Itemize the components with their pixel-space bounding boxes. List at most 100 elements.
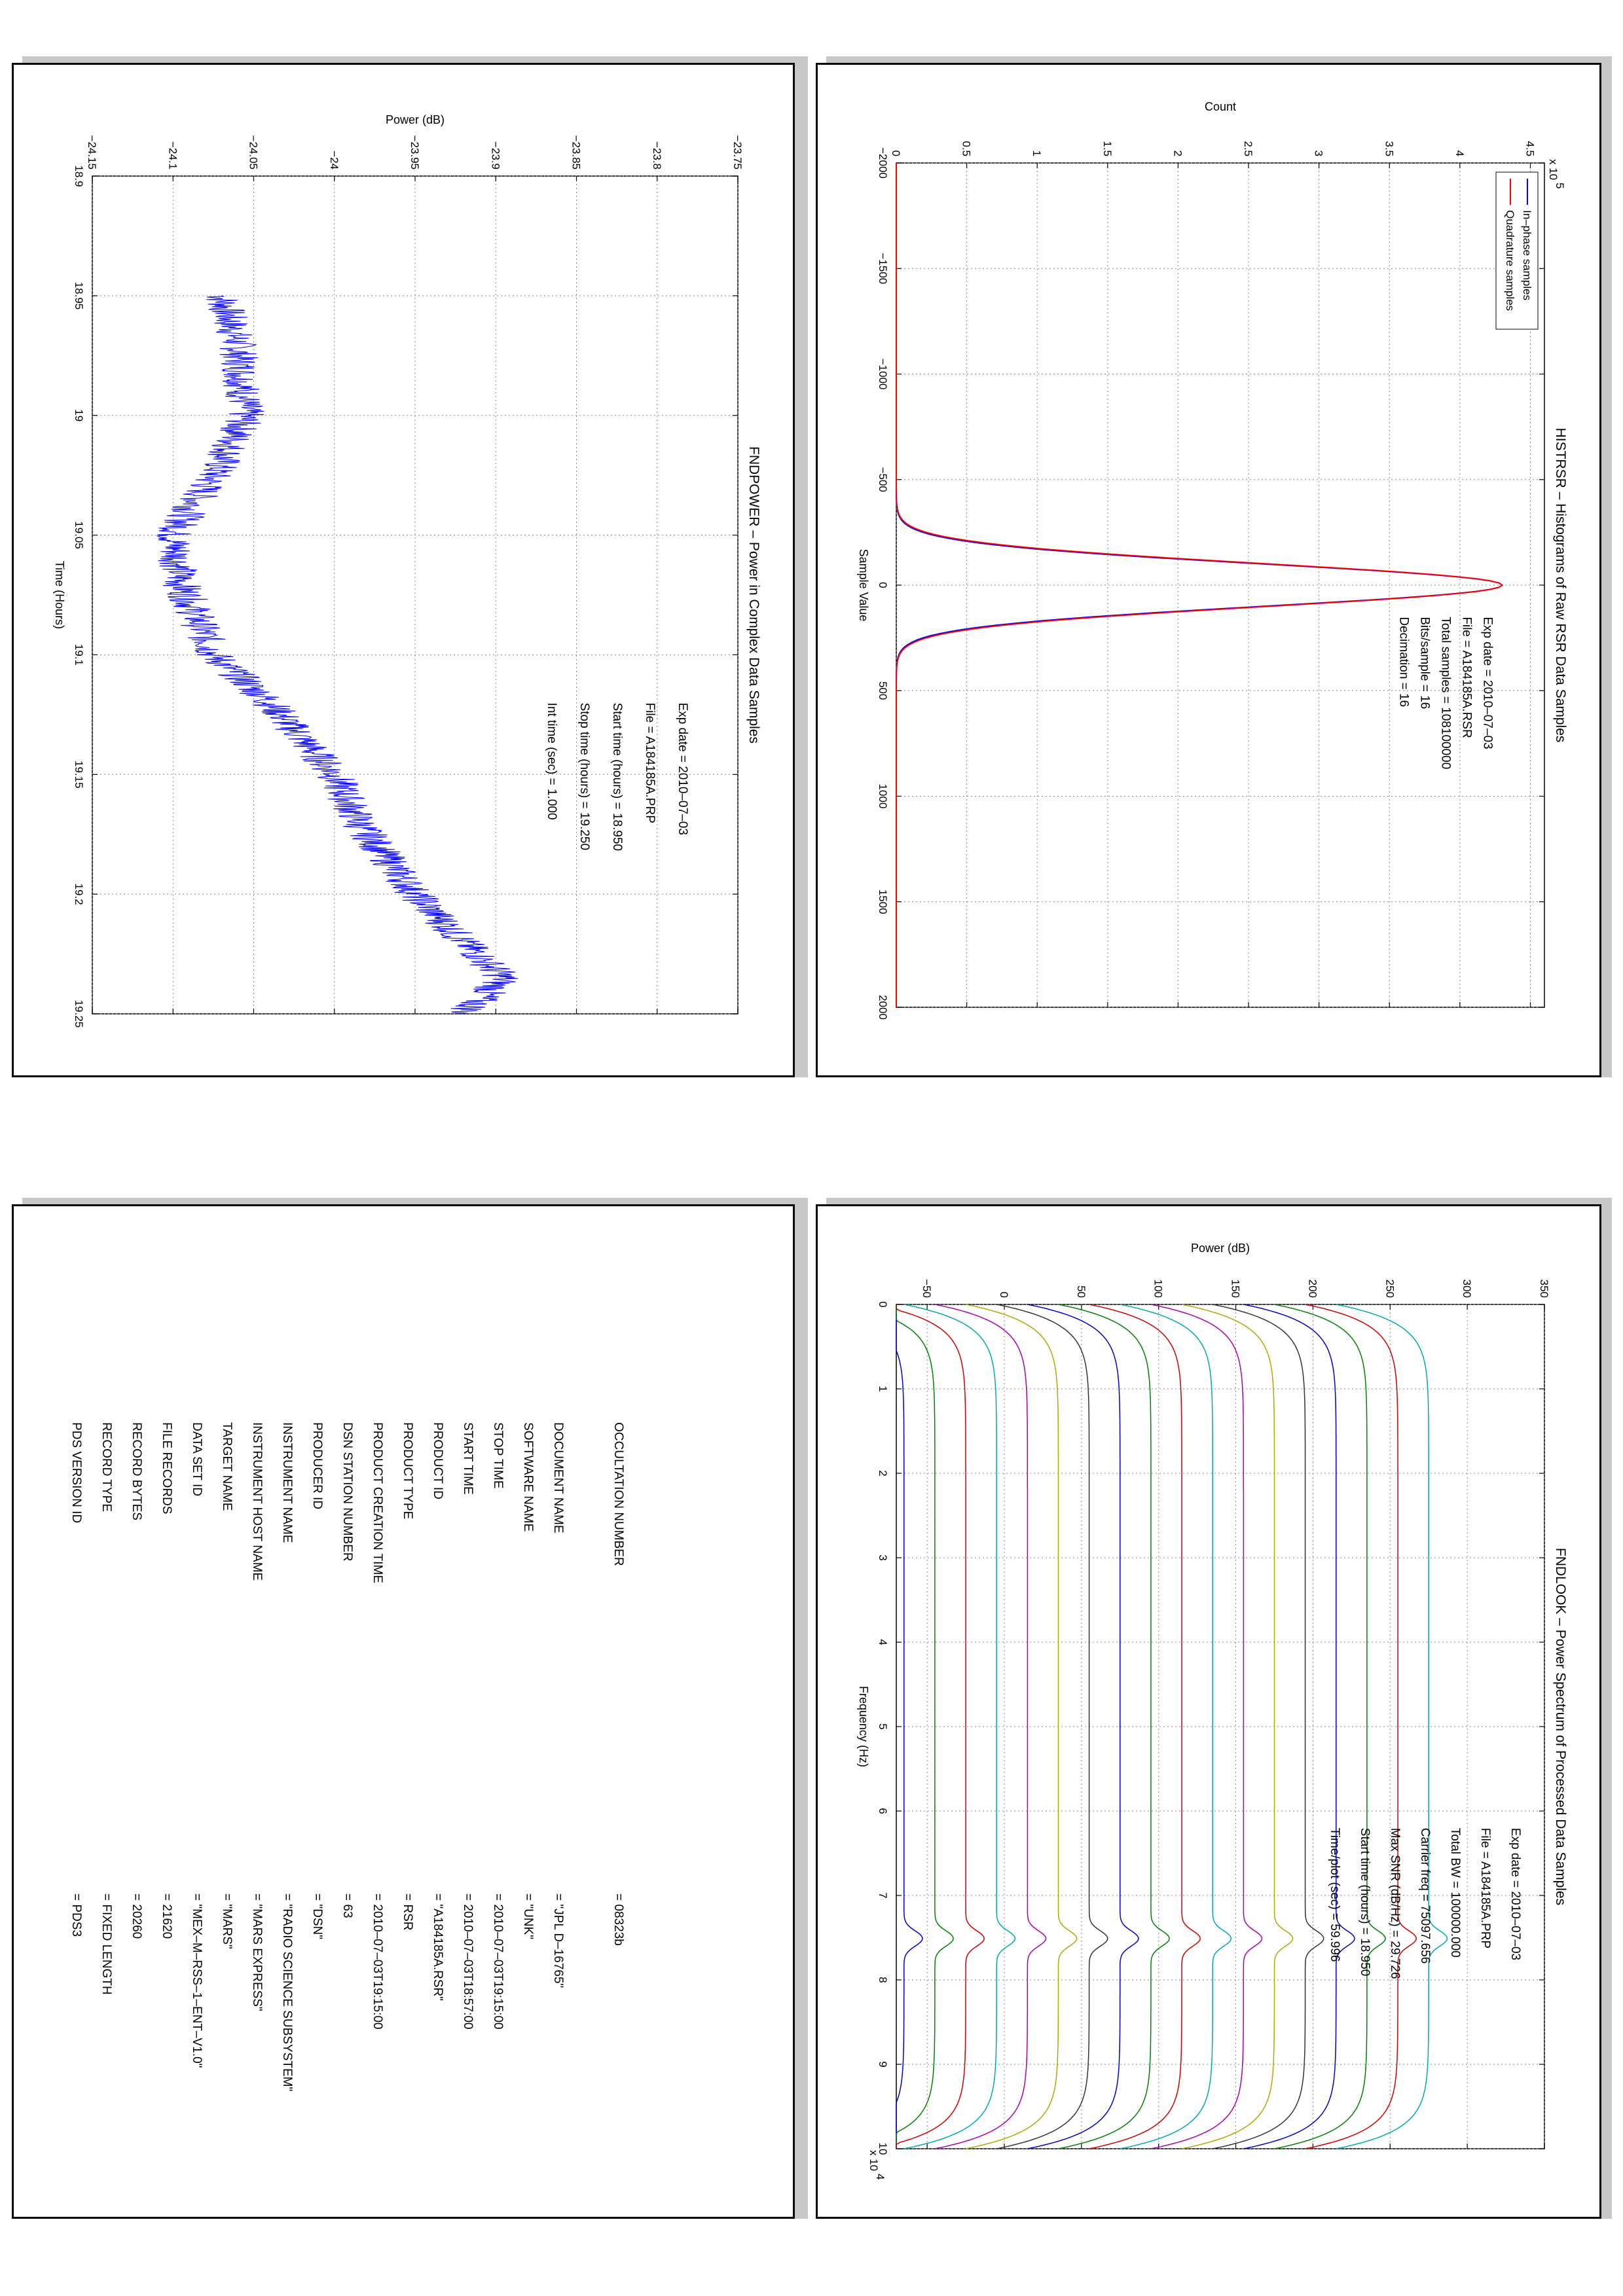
info-annotation: Time/plot (sec) = 59.996 bbox=[1328, 1828, 1341, 1962]
label-key: DSN STATION NUMBER bbox=[340, 1422, 354, 1562]
x-tick-label: −1000 bbox=[877, 359, 889, 390]
y-tick-label: 300 bbox=[1461, 1280, 1473, 1298]
label-value: = 2010–07–03T19:15:00 bbox=[491, 1893, 505, 2030]
spectrum-series-line bbox=[1058, 1304, 1170, 2149]
y-tick-label: −23.9 bbox=[489, 141, 501, 170]
info-annotation: Start time (hours) = 18.950 bbox=[1358, 1828, 1372, 1977]
y-tick-label: 3 bbox=[1313, 151, 1325, 156]
spectrum-series-line bbox=[896, 1304, 985, 2149]
x-tick-label: 8 bbox=[877, 1977, 889, 1982]
x-tick-label: 19.1 bbox=[73, 644, 85, 666]
y-axis-label: Power (dB) bbox=[1191, 1242, 1250, 1255]
label-key: PRODUCER ID bbox=[310, 1422, 324, 1509]
x-tick-label: 19.2 bbox=[73, 884, 85, 905]
y-tick-label: 2 bbox=[1171, 151, 1184, 156]
chart-rotated-group: −2000 −1500 −1000 −500 0 500 1000 1500 2000 0 0.5 1… bbox=[857, 100, 1568, 1020]
fndpower-chart: 18.9 18.95 19 19.05 19.1 19.15 19.2 19.25 −24.15… bbox=[53, 113, 761, 1028]
chart-rotated-group: 0 1 2 3 4 5 6 7 8 9 10 −50 0 50 100 150 200 250 300 350 FNDL… bbox=[857, 1242, 1568, 2179]
label-key: PRODUCT ID bbox=[431, 1422, 445, 1499]
x-tick-label: 19.15 bbox=[73, 761, 85, 789]
x-tick-label: 19 bbox=[73, 409, 85, 422]
x-tick-label: 6 bbox=[877, 1808, 889, 1814]
spectrum-series-line bbox=[896, 1304, 923, 2149]
label-value: = 20260 bbox=[130, 1893, 143, 1939]
y-tick-label: 0 bbox=[890, 151, 902, 156]
x-tick-label: 0 bbox=[877, 582, 889, 588]
label-value: = "A184185A.RSR" bbox=[431, 1893, 445, 2001]
y-tick-label: 4.5 bbox=[1523, 141, 1536, 156]
y-tick-label: −24.1 bbox=[166, 141, 179, 170]
label-key: INSTRUMENT HOST NAME bbox=[250, 1422, 264, 1581]
y-multiplier: x 10 bbox=[1547, 159, 1559, 180]
x-tick-label: 9 bbox=[877, 2061, 889, 2067]
spectrum-series-line bbox=[1027, 1304, 1139, 2149]
x-tick-label: 5 bbox=[877, 1723, 889, 1729]
x-tick-label: 2 bbox=[877, 1470, 889, 1476]
histogram-series-line bbox=[896, 163, 1504, 1007]
x-tick-label: 4 bbox=[877, 1639, 889, 1645]
label-key: SOFTWARE NAME bbox=[521, 1422, 535, 1532]
spectrum-series-line bbox=[965, 1304, 1078, 2149]
label-value: = PDS3 bbox=[69, 1893, 83, 1937]
chart-rotated-group: 18.9 18.95 19 19.05 19.1 19.15 19.2 19.25 −24.15… bbox=[53, 113, 761, 1028]
legend-entry: Quadrature samples bbox=[1504, 210, 1516, 311]
y-tick-label: 250 bbox=[1383, 1280, 1396, 1298]
label-value: = "UNK" bbox=[521, 1893, 535, 1939]
spectrum-series-line bbox=[1336, 1304, 1448, 2149]
fndlook-panel: 0 1 2 3 4 5 6 7 8 9 10 −50 0 50 100 150 200 250 300 350 FNDL… bbox=[816, 1204, 1601, 2219]
y-tick-label: 100 bbox=[1152, 1280, 1165, 1298]
y-tick-label: 0 bbox=[998, 1292, 1010, 1298]
x-axis-label: Time (Hours) bbox=[53, 561, 66, 629]
label-value: = 08323b bbox=[611, 1893, 625, 1946]
y-tick-label: −24 bbox=[328, 151, 340, 170]
chart-title: FNDPOWER – Power in Complex Data Samples bbox=[746, 446, 761, 744]
y-tick-label: 50 bbox=[1075, 1285, 1087, 1298]
info-annotation: File = A184185A.RSR bbox=[1459, 617, 1473, 738]
x-tick-label: 2000 bbox=[877, 995, 889, 1020]
label-key: RECORD BYTES bbox=[130, 1422, 143, 1520]
info-annotation: Total samples = 108100000 bbox=[1438, 617, 1452, 769]
spectrum-series-line bbox=[1089, 1304, 1201, 2149]
y-tick-label: 3.5 bbox=[1383, 141, 1395, 156]
y-tick-label: 150 bbox=[1230, 1280, 1242, 1298]
x-tick-label: 1 bbox=[877, 1386, 889, 1391]
y-tick-label: 200 bbox=[1306, 1280, 1319, 1298]
y-tick-label: −23.8 bbox=[651, 141, 663, 170]
x-multiplier-exponent: 4 bbox=[874, 2174, 886, 2179]
info-annotation: Int time (sec) = 1.000 bbox=[545, 703, 558, 820]
y-tick-label: −24.05 bbox=[247, 135, 260, 170]
spectrum-series-line bbox=[1305, 1304, 1417, 2149]
info-annotation: Exp date = 2010–07–03 bbox=[1480, 617, 1494, 749]
label-key: FILE RECORDS bbox=[160, 1422, 173, 1514]
spectrum-series-line bbox=[903, 1304, 1016, 2149]
y-tick-label: 2.5 bbox=[1242, 141, 1254, 156]
label-key: PRODUCT TYPE bbox=[401, 1422, 414, 1519]
x-tick-label: −2000 bbox=[877, 147, 889, 179]
x-tick-label: 10 bbox=[877, 2143, 889, 2155]
x-axis-label: Sample Value bbox=[857, 549, 870, 622]
legend-entry: In–phase samples bbox=[1521, 210, 1533, 300]
spectrum-series-line bbox=[1274, 1304, 1386, 2149]
x-tick-label: 18.9 bbox=[73, 165, 85, 187]
spectrum-series-line bbox=[1120, 1304, 1232, 2149]
chart-title: HISTRSR – Histograms of Raw RSR Data Sam… bbox=[1553, 428, 1568, 743]
y-axis-label: Power (dB) bbox=[386, 113, 445, 126]
x-multiplier: x 10 bbox=[867, 2150, 880, 2171]
y-tick-label: −24.15 bbox=[86, 135, 98, 170]
label-value: = 2010–07–03T19:15:00 bbox=[371, 1893, 384, 2030]
label-key: INSTRUMENT NAME bbox=[280, 1422, 294, 1543]
fndpower-panel: 18.9 18.95 19 19.05 19.1 19.15 19.2 19.25 −24.15… bbox=[12, 63, 795, 1077]
spectrum-series-line bbox=[996, 1304, 1108, 2149]
x-axis-label: Frequency (Hz) bbox=[857, 1686, 870, 1767]
power-series-line bbox=[156, 295, 519, 1014]
spectrum-series-line bbox=[1181, 1304, 1294, 2149]
label-key: DATA SET ID bbox=[190, 1422, 204, 1496]
x-tick-label: 18.95 bbox=[73, 282, 85, 310]
x-tick-label: 500 bbox=[877, 681, 889, 700]
label-panel: PDS VERSION ID = PDS3 RECORD TYPE = FIXED L… bbox=[12, 1204, 795, 2219]
label-key: DOCUMENT NAME bbox=[551, 1422, 565, 1534]
spectrum-series-line bbox=[1150, 1304, 1263, 2149]
info-annotation: Exp date = 2010–07–03 bbox=[1508, 1828, 1522, 1960]
label-key: STOP TIME bbox=[491, 1422, 505, 1488]
legend-box bbox=[1495, 171, 1539, 330]
